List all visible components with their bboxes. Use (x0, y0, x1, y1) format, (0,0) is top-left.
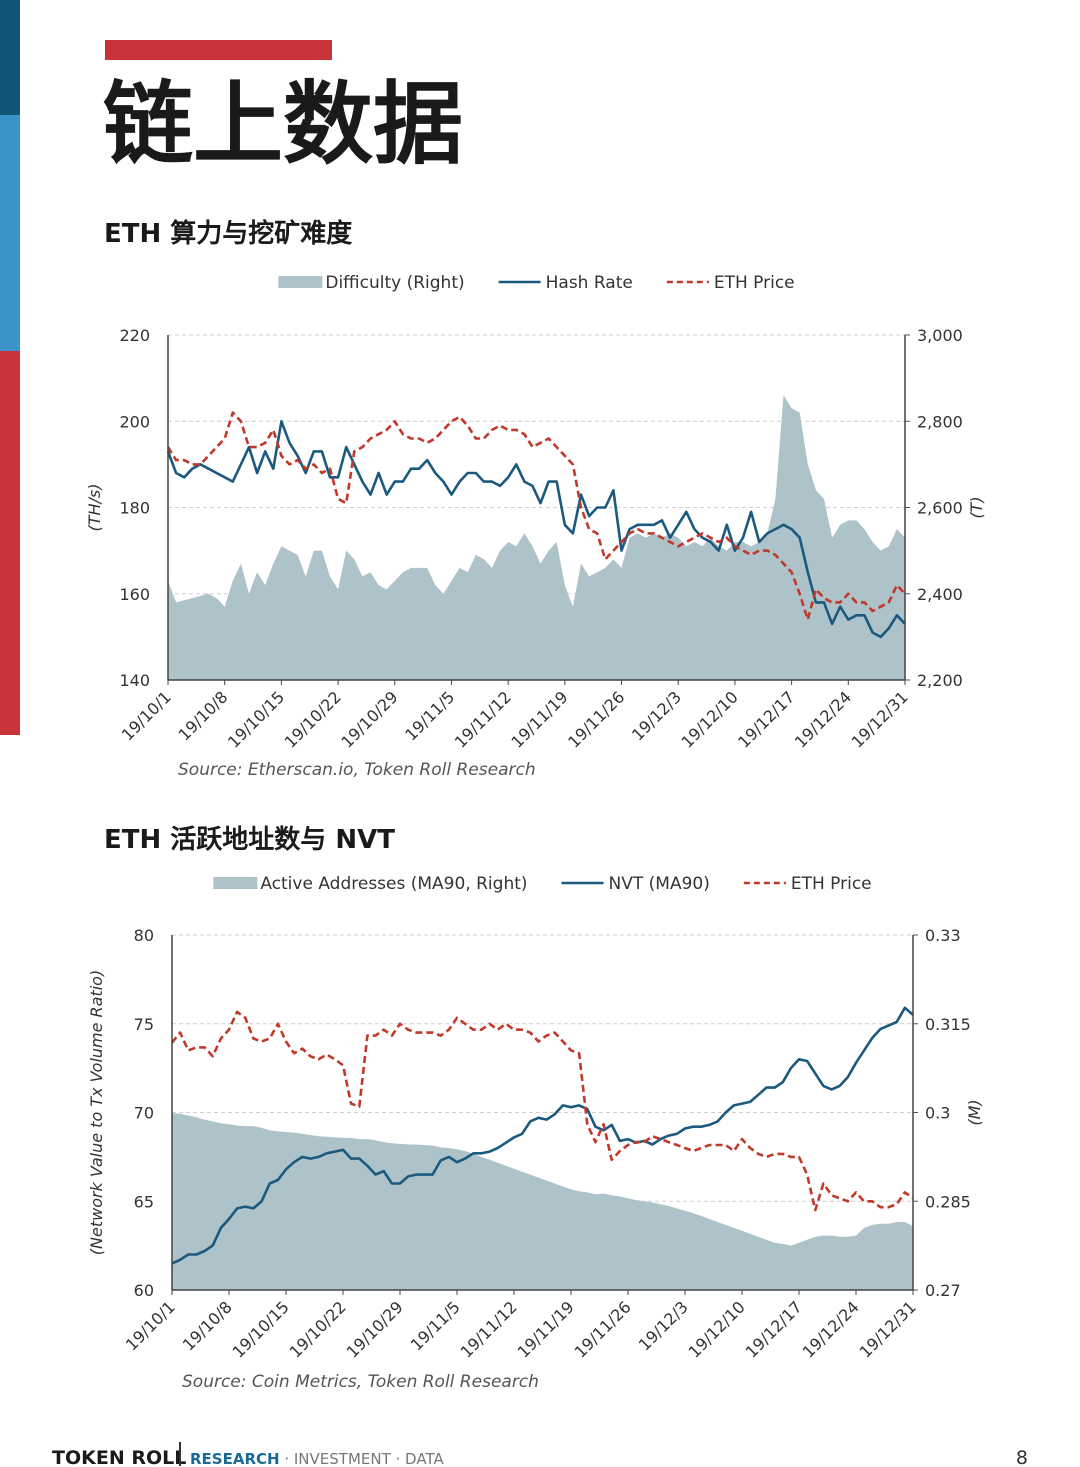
y-tick-label: 70 (134, 1104, 154, 1123)
x-tick-label: 19/12/31 (856, 1297, 920, 1361)
side-bar-light (0, 115, 20, 351)
y-tick-label: 80 (134, 926, 154, 945)
x-tick-label: 19/10/1 (118, 687, 175, 744)
footer-tagline-rest: · INVESTMENT · DATA (280, 1450, 445, 1467)
chart-title: ETH 活跃地址数与 NVT (104, 825, 395, 855)
y-tick-label: 65 (134, 1192, 154, 1211)
y-axis-label: (Network Value to Tx Volume Ratio) (87, 970, 106, 1255)
legend-swatch (213, 877, 258, 889)
y2-tick-label: 0.315 (925, 1015, 971, 1034)
line (166, 420, 906, 639)
y2-tick-label: 0.27 (925, 1281, 961, 1300)
side-bar-dark (0, 0, 20, 115)
chart-title: ETH 算力与挖矿难度 (104, 218, 352, 249)
y2-axis-label: (T) (967, 496, 986, 518)
page-title: 链上数据 (103, 72, 463, 177)
x-tick-label: 19/12/3 (635, 1297, 692, 1354)
y2-tick-label: 3,000 (917, 326, 963, 345)
dashed-line (170, 1010, 914, 1212)
y-axis-label: (TH/s) (85, 483, 104, 531)
legend: Active Addresses (MA90, Right) NVT (MA90)… (213, 874, 872, 894)
legend-label: Active Addresses (MA90, Right) (260, 874, 527, 894)
x-tick-label: 19/10/22 (286, 1297, 350, 1361)
y2-axis-label: (M) (965, 1099, 984, 1125)
footer-tagline: RESEARCH · INVESTMENT · DATA (190, 1450, 444, 1467)
y2-tick-label: 2,200 (917, 671, 963, 690)
x-tick-label: 19/12/24 (791, 687, 855, 751)
area (168, 395, 905, 680)
y-tick-label: 220 (119, 326, 150, 345)
y-tick-label: 140 (119, 671, 150, 690)
legend-label: ETH Price (791, 874, 872, 894)
source-note: Source: Etherscan.io, Token Roll Researc… (178, 760, 536, 780)
x-tick-label: 19/11/5 (407, 1297, 464, 1354)
title-accent (105, 40, 332, 60)
x-tick-label: 19/11/12 (457, 1297, 521, 1361)
x-tick-label: 19/10/1 (122, 1297, 179, 1354)
x-tick-label: 19/12/17 (742, 1297, 806, 1361)
y-tick-label: 60 (134, 1281, 154, 1300)
x-tick-label: 19/11/12 (451, 687, 515, 751)
line (171, 1006, 914, 1265)
footer-tagline-highlight: RESEARCH (190, 1450, 280, 1467)
x-tick-label: 19/12/17 (734, 687, 798, 751)
x-tick-label: 19/10/22 (281, 687, 345, 751)
y-tick-label: 180 (119, 499, 150, 518)
x-tick-label: 19/10/8 (179, 1297, 236, 1354)
legend-label: Difficulty (Right) (325, 273, 464, 293)
x-tick-label: 19/10/29 (343, 1297, 407, 1361)
legend-label: Hash Rate (546, 273, 633, 293)
source-note: Source: Coin Metrics, Token Roll Researc… (182, 1372, 539, 1392)
x-tick-label: 19/12/24 (799, 1297, 863, 1361)
y-tick-label: 75 (134, 1015, 154, 1034)
side-bar-red (0, 351, 20, 735)
y-tick-label: 160 (119, 585, 150, 604)
y2-tick-label: 0.285 (925, 1192, 971, 1211)
x-tick-label: 19/11/19 (507, 687, 571, 751)
y2-tick-label: 0.3 (925, 1104, 950, 1123)
x-tick-label: 19/11/26 (564, 687, 628, 751)
x-tick-label: 19/12/3 (628, 687, 685, 744)
page-number: 8 (1016, 1447, 1028, 1467)
y2-tick-label: 0.33 (925, 926, 961, 945)
x-tick-label: 19/11/19 (514, 1297, 578, 1361)
x-tick-label: 19/11/5 (401, 687, 458, 744)
y2-tick-label: 2,600 (917, 499, 963, 518)
legend-swatch (278, 276, 323, 288)
area (172, 1113, 913, 1290)
x-tick-label: 19/12/10 (685, 1297, 749, 1361)
legend-label: NVT (MA90) (609, 874, 710, 894)
y2-tick-label: 2,400 (917, 585, 963, 604)
dashed-line (166, 411, 906, 621)
legend-label: ETH Price (714, 273, 795, 293)
x-tick-label: 19/12/10 (678, 687, 742, 751)
legend: Difficulty (Right) Hash Rate ETH Price (278, 273, 795, 293)
x-tick-label: 19/10/8 (174, 687, 231, 744)
x-tick-label: 19/11/26 (571, 1297, 635, 1361)
x-tick-label: 19/10/15 (224, 687, 288, 751)
x-tick-label: 19/12/31 (848, 687, 912, 751)
x-tick-label: 19/10/29 (337, 687, 401, 751)
x-tick-label: 19/10/15 (229, 1297, 293, 1361)
footer-brand: TOKEN ROLL (52, 1447, 186, 1467)
y-tick-label: 200 (119, 412, 150, 431)
y2-tick-label: 2,800 (917, 412, 963, 431)
